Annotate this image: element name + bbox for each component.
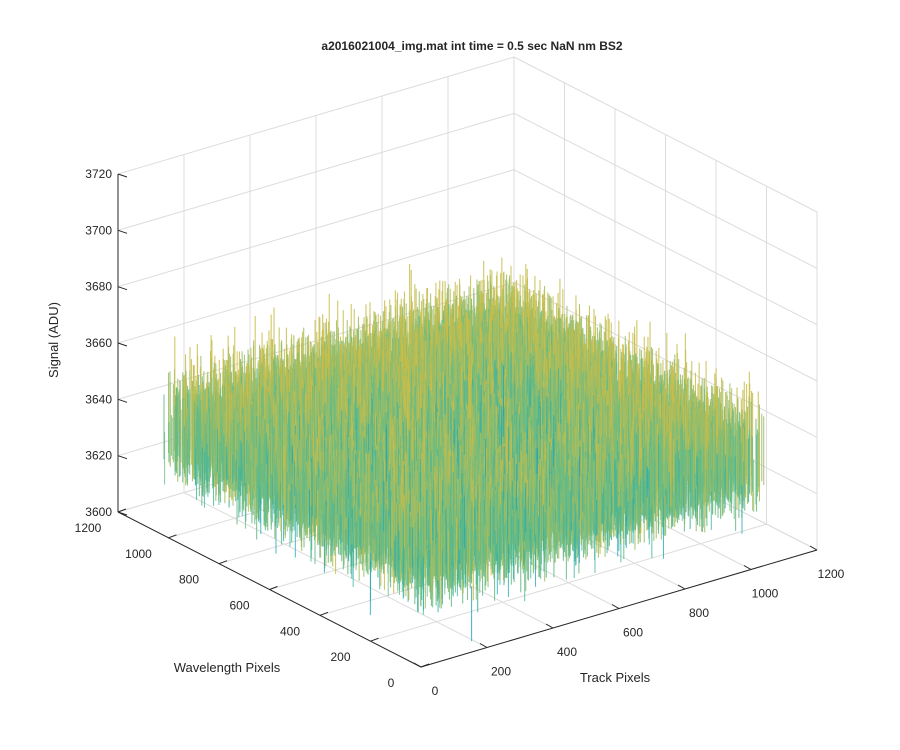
sidewall-grid-z (513, 112, 818, 269)
sidewall-grid-z (513, 281, 818, 438)
backwall-grid-z (117, 56, 515, 175)
backwall-grid-z (117, 225, 515, 344)
sidewall-grid-z (513, 225, 818, 382)
floor-grid-y (370, 523, 767, 642)
surface-noise (163, 257, 765, 642)
backwall-grid-z (117, 112, 515, 231)
sidewall-grid-z (513, 56, 818, 213)
backwall-grid-z (117, 169, 515, 288)
sidewall-grid-z (513, 169, 818, 326)
